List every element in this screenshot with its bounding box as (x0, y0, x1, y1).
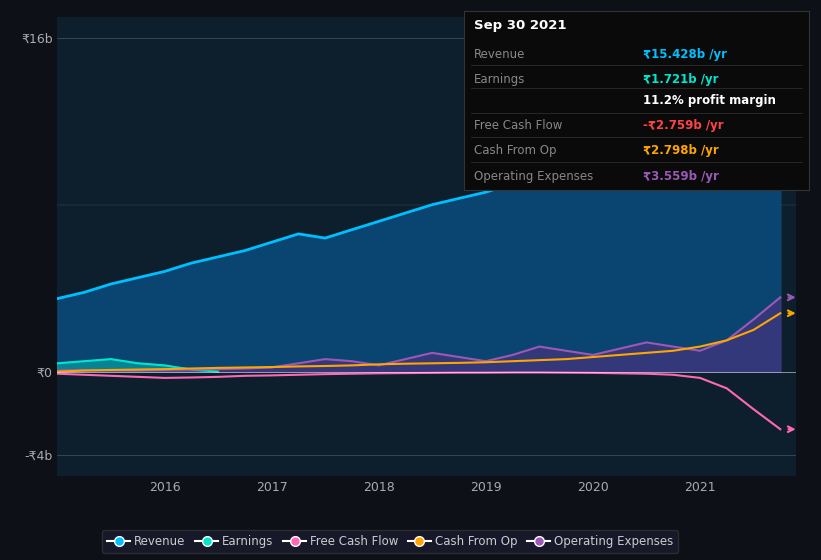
Text: Free Cash Flow: Free Cash Flow (475, 119, 562, 132)
Text: Earnings: Earnings (475, 73, 525, 86)
Text: Operating Expenses: Operating Expenses (475, 170, 594, 183)
Text: Sep 30 2021: Sep 30 2021 (475, 19, 566, 32)
Legend: Revenue, Earnings, Free Cash Flow, Cash From Op, Operating Expenses: Revenue, Earnings, Free Cash Flow, Cash … (102, 530, 678, 553)
Text: Revenue: Revenue (475, 48, 525, 60)
Polygon shape (57, 359, 218, 372)
Text: ₹2.798b /yr: ₹2.798b /yr (643, 144, 719, 157)
Text: ₹15.428b /yr: ₹15.428b /yr (643, 48, 727, 60)
Text: 11.2% profit margin: 11.2% profit margin (643, 94, 776, 108)
Text: -₹2.759b /yr: -₹2.759b /yr (643, 119, 724, 132)
Text: ₹1.721b /yr: ₹1.721b /yr (643, 73, 718, 86)
Text: ₹3.559b /yr: ₹3.559b /yr (643, 170, 719, 183)
Text: Cash From Op: Cash From Op (475, 144, 557, 157)
